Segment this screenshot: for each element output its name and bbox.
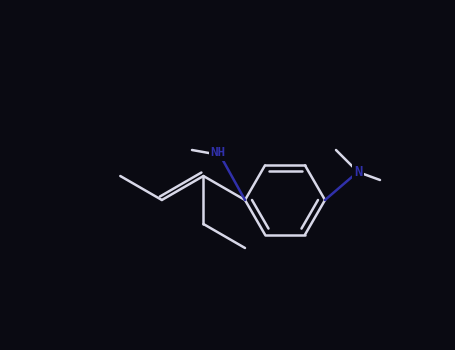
Text: N: N [354, 165, 362, 179]
Text: NH: NH [211, 147, 226, 160]
